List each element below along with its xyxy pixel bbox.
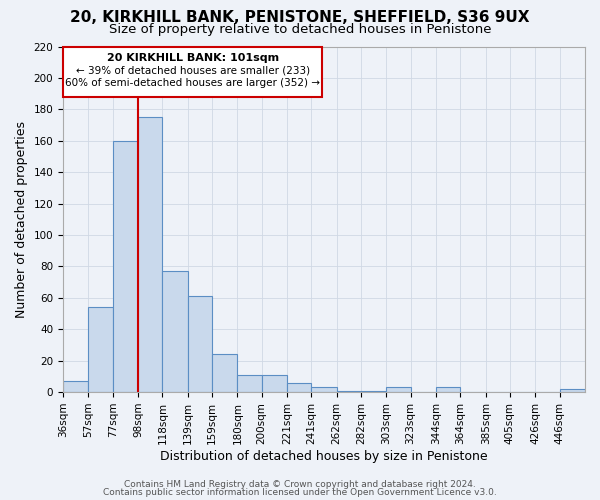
Text: 60% of semi-detached houses are larger (352) →: 60% of semi-detached houses are larger (… (65, 78, 320, 88)
Bar (138, 117, 163, 392)
Text: Contains HM Land Registry data © Crown copyright and database right 2024.: Contains HM Land Registry data © Crown c… (124, 480, 476, 489)
Text: ← 39% of detached houses are smaller (233): ← 39% of detached houses are smaller (23… (76, 66, 310, 76)
Bar (560, 389, 585, 392)
Bar (88, 308, 113, 392)
X-axis label: Distribution of detached houses by size in Penistone: Distribution of detached houses by size … (160, 450, 488, 462)
Bar (238, 375, 262, 392)
Text: Size of property relative to detached houses in Penistone: Size of property relative to detached ho… (109, 22, 491, 36)
Text: 20, KIRKHILL BANK, PENISTONE, SHEFFIELD, S36 9UX: 20, KIRKHILL BANK, PENISTONE, SHEFFIELD,… (70, 10, 530, 25)
FancyBboxPatch shape (63, 46, 322, 97)
Bar (311, 388, 337, 392)
Y-axis label: Number of detached properties: Number of detached properties (15, 121, 28, 318)
Bar (113, 141, 138, 392)
Text: 20 KIRKHILL BANK: 101sqm: 20 KIRKHILL BANK: 101sqm (107, 53, 278, 63)
Bar (386, 388, 410, 392)
Text: Contains public sector information licensed under the Open Government Licence v3: Contains public sector information licen… (103, 488, 497, 497)
Bar (361, 390, 386, 392)
Bar (188, 296, 212, 392)
Bar (212, 354, 238, 392)
Bar (163, 271, 188, 392)
Bar (337, 390, 361, 392)
Bar (63, 381, 88, 392)
Bar (436, 388, 460, 392)
Bar (262, 375, 287, 392)
Bar (287, 382, 311, 392)
